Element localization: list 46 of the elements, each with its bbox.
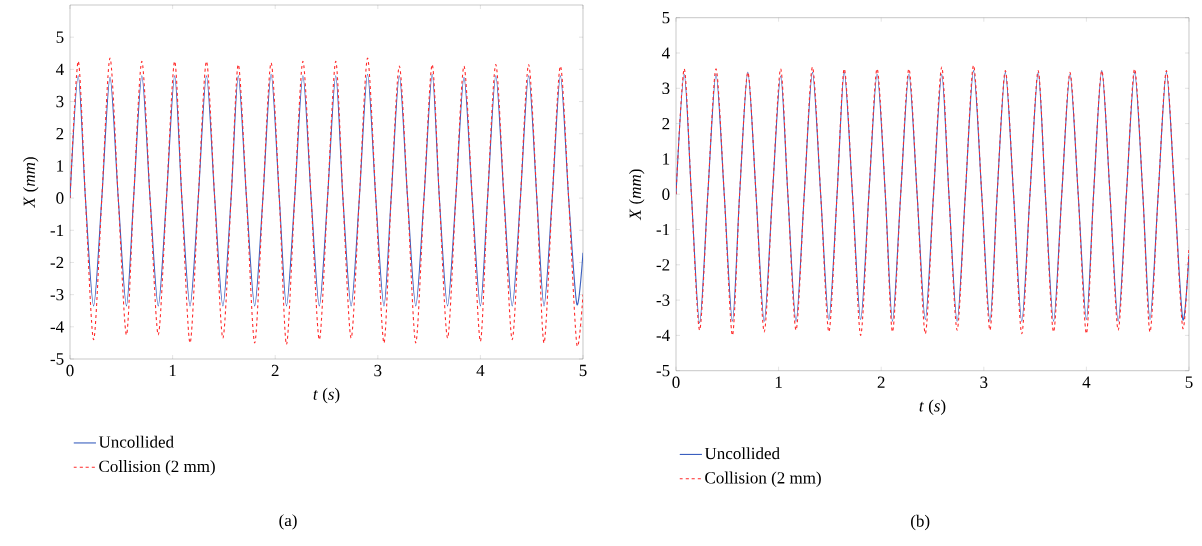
y-axis-title: X (mm)	[23, 157, 39, 209]
text: (b)	[911, 514, 930, 531]
x-tick-label: 4	[476, 364, 485, 377]
line-series	[70, 73, 583, 307]
x-tick-label: 5	[1185, 376, 1193, 388]
y-tick-label: 0	[56, 192, 64, 204]
legend-label: Collision (2 mm)	[705, 471, 821, 488]
y-tick-label: 2	[662, 117, 670, 130]
y-tick-label: 5	[662, 12, 670, 24]
x-tick-label: 3	[980, 376, 988, 388]
y-tick-label: 1	[57, 160, 64, 172]
legend-label: Collision (2 mm)	[99, 460, 215, 476]
x-tick-label: 2	[271, 364, 279, 377]
y-tick-label: -5	[656, 365, 670, 377]
x-tick-label: 3	[374, 364, 382, 377]
y-tick-label: 4	[661, 47, 670, 59]
y-tick-label: 0	[662, 188, 670, 200]
y-tick-label: 4	[55, 63, 64, 75]
text: (a)	[279, 514, 297, 530]
y-tick-label: -2	[656, 259, 670, 271]
y-tick-label: -2	[50, 256, 64, 269]
x-tick-label: 0	[672, 376, 680, 389]
x-tick-label: 4	[1082, 376, 1091, 388]
legend-label: Uncollided	[704, 447, 780, 460]
x-tick-label: 1	[169, 364, 176, 377]
x-tick-label: 0	[66, 364, 74, 377]
y-tick-label: -4	[656, 329, 670, 341]
legend-label: Uncollided	[98, 435, 174, 448]
y-tick-label: 3	[56, 95, 64, 108]
line-series	[70, 57, 583, 346]
y-tick-label: -4	[50, 321, 64, 333]
y-tick-label: 3	[662, 82, 670, 95]
y-tick-label: 1	[663, 153, 670, 165]
y-tick-label: -1	[50, 224, 64, 236]
x-axis-title: t (s)	[313, 387, 340, 404]
y-tick-label: 5	[56, 31, 64, 43]
y-tick-label: -5	[50, 353, 64, 365]
y-tick-label: -1	[656, 223, 670, 236]
x-tick-label: 5	[579, 364, 587, 377]
x-axis-title: t (s)	[919, 399, 946, 415]
y-axis-title: X (mm)	[629, 169, 645, 221]
y-tick-label: -3	[656, 294, 670, 306]
x-tick-label: 1	[775, 376, 782, 388]
y-tick-label: -3	[50, 288, 64, 301]
x-tick-label: 2	[877, 376, 885, 388]
y-tick-label: 2	[56, 128, 64, 140]
